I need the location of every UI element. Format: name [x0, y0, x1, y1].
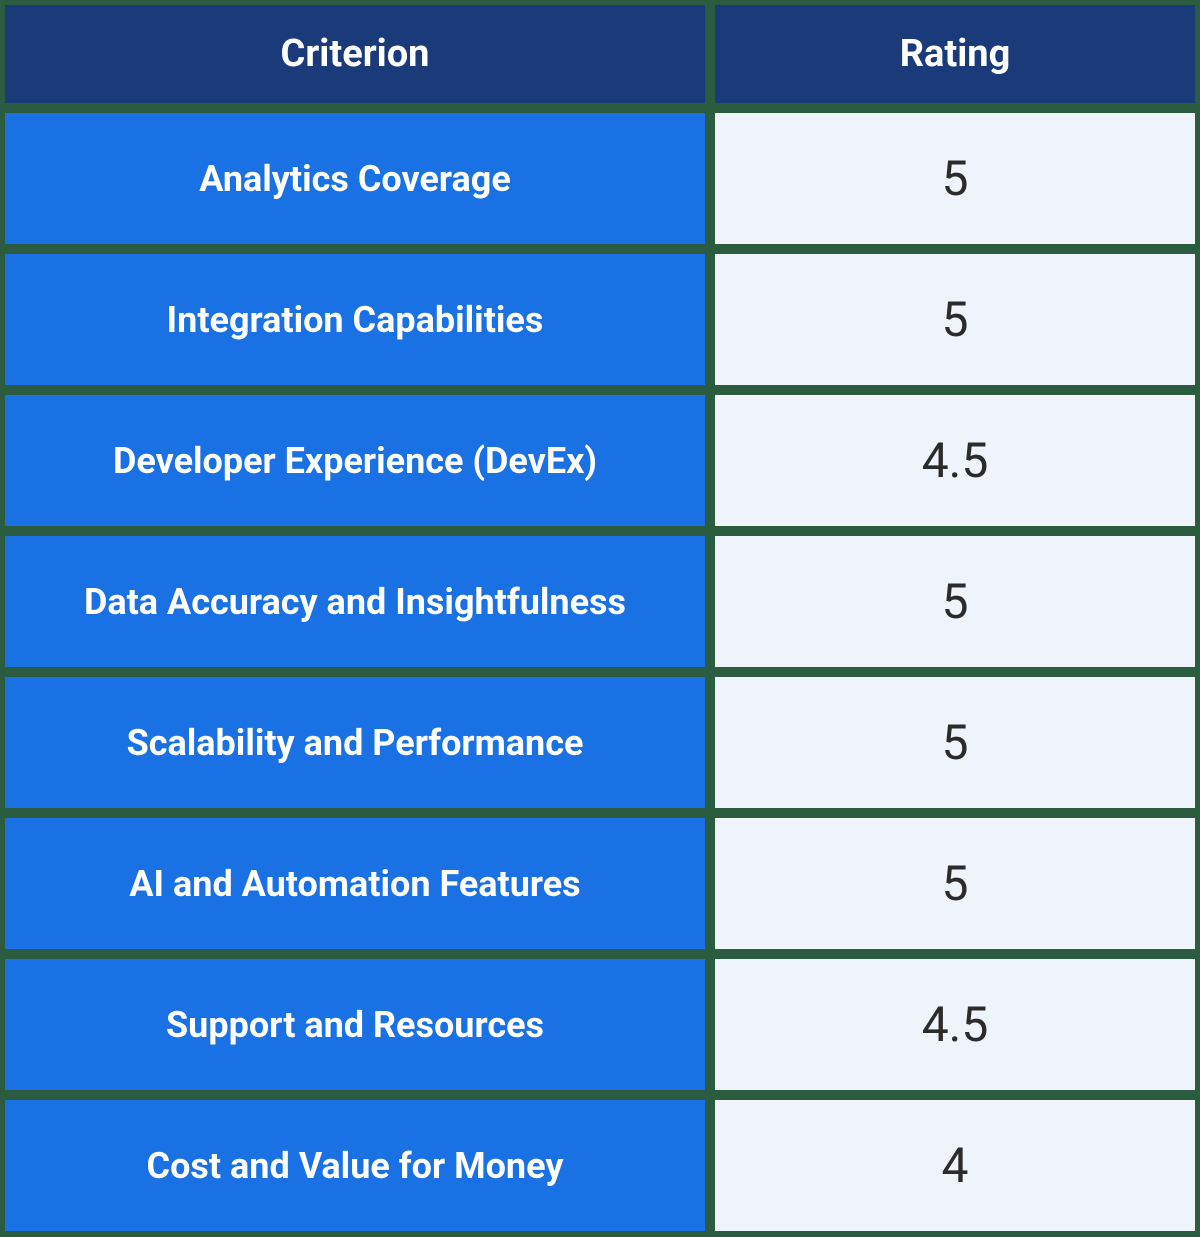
- table-row: Cost and Value for Money 4: [0, 1095, 1200, 1236]
- criterion-cell: Analytics Coverage: [0, 108, 710, 249]
- rating-cell: 4.5: [710, 390, 1200, 531]
- table-row: Analytics Coverage 5: [0, 108, 1200, 249]
- rating-cell: 5: [710, 249, 1200, 390]
- criterion-cell: Support and Resources: [0, 954, 710, 1095]
- criterion-cell: Integration Capabilities: [0, 249, 710, 390]
- rating-cell: 5: [710, 672, 1200, 813]
- table-row: AI and Automation Features 5: [0, 813, 1200, 954]
- criterion-cell: Developer Experience (DevEx): [0, 390, 710, 531]
- criterion-cell: AI and Automation Features: [0, 813, 710, 954]
- criterion-cell: Data Accuracy and Insightfulness: [0, 531, 710, 672]
- rating-cell: 5: [710, 813, 1200, 954]
- table-row: Integration Capabilities 5: [0, 249, 1200, 390]
- rating-cell: 5: [710, 531, 1200, 672]
- table-header-row: Criterion Rating: [0, 0, 1200, 108]
- rating-cell: 4: [710, 1095, 1200, 1236]
- criterion-cell: Scalability and Performance: [0, 672, 710, 813]
- rating-cell: 4.5: [710, 954, 1200, 1095]
- table-row: Support and Resources 4.5: [0, 954, 1200, 1095]
- table-row: Scalability and Performance 5: [0, 672, 1200, 813]
- table-row: Data Accuracy and Insightfulness 5: [0, 531, 1200, 672]
- column-header-criterion: Criterion: [0, 0, 710, 108]
- rating-table: Criterion Rating Analytics Coverage 5 In…: [0, 0, 1200, 1236]
- rating-cell: 5: [710, 108, 1200, 249]
- column-header-rating: Rating: [710, 0, 1200, 108]
- table-row: Developer Experience (DevEx) 4.5: [0, 390, 1200, 531]
- criterion-cell: Cost and Value for Money: [0, 1095, 710, 1236]
